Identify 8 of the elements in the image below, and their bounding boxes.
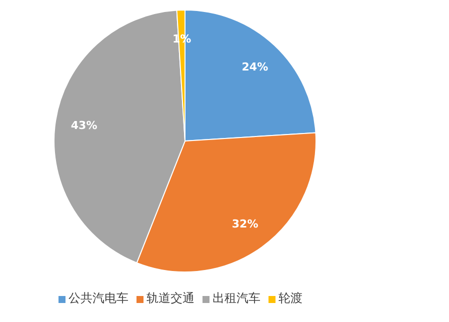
data-label: 1% xyxy=(172,32,192,46)
data-label: 24% xyxy=(242,60,268,74)
legend-label: 轨道交通 xyxy=(146,291,194,305)
data-label: 32% xyxy=(232,218,258,231)
legend-label: 出租汽车 xyxy=(212,291,260,305)
data-label: 43% xyxy=(70,118,98,132)
legend-label: 公共汽电车 xyxy=(68,291,128,305)
legend-label: 轮渡 xyxy=(278,291,302,305)
